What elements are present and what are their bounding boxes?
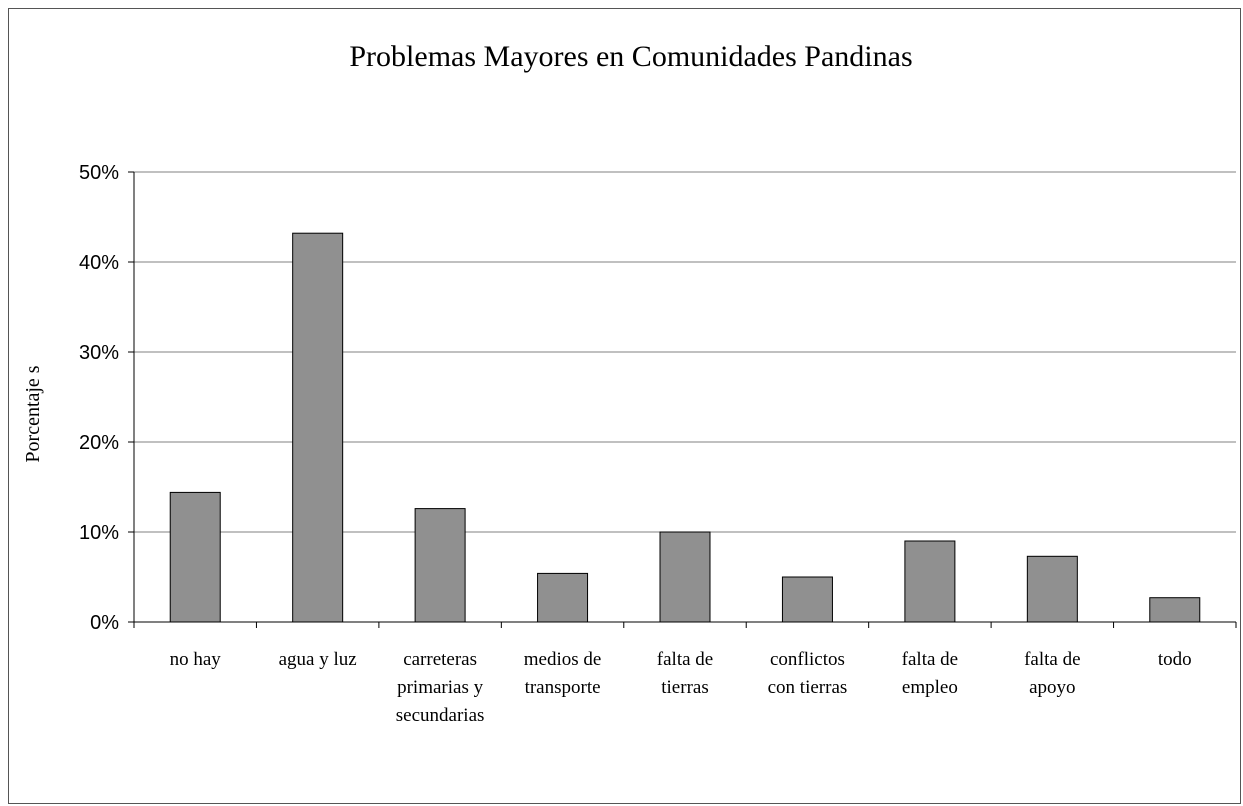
bar <box>414 508 466 623</box>
bar <box>659 531 711 623</box>
x-tick-label: falta de tierras <box>657 649 713 698</box>
x-tick-label: todo <box>1158 649 1192 670</box>
y-tick-label: 30% <box>79 342 119 364</box>
bar <box>1149 597 1201 623</box>
bar <box>169 491 221 623</box>
bar <box>781 576 833 623</box>
y-tick-labels: 0% 10% 20% 30% 40% 50% <box>79 162 119 634</box>
x-tick-label: no hay <box>170 649 222 670</box>
bar-chart: Problemas Mayores en Comunidades Pandina… <box>22 40 1237 726</box>
chart-title: Problemas Mayores en Comunidades Pandina… <box>349 40 912 73</box>
x-tick-label: falta de apoyo <box>1024 649 1080 698</box>
y-tick-label: 10% <box>79 522 119 544</box>
x-tick-label: conflictos con tierras <box>768 649 848 698</box>
bar <box>1026 555 1078 623</box>
bars <box>169 232 1201 623</box>
x-tick-label: agua y luz <box>279 649 357 670</box>
y-tick-label: 40% <box>79 252 119 274</box>
bar <box>904 540 956 623</box>
bar <box>292 232 344 623</box>
axes <box>128 171 1237 628</box>
x-tick-label: falta de empleo <box>902 649 958 698</box>
chart-area: Problemas Mayores en Comunidades Pandina… <box>8 8 1241 804</box>
bar <box>537 572 589 623</box>
x-tick-label: carreteras primarias y secundarias <box>396 649 485 726</box>
x-tick-label: medios de transporte <box>524 649 602 698</box>
y-tick-label: 20% <box>79 432 119 454</box>
x-tick-labels: no hay agua y luz carreteras primarias y sec… <box>170 649 1192 726</box>
y-tick-label: 50% <box>79 162 119 184</box>
y-tick-label: 0% <box>90 612 119 634</box>
y-axis-label: Porcentaje s <box>22 365 44 462</box>
